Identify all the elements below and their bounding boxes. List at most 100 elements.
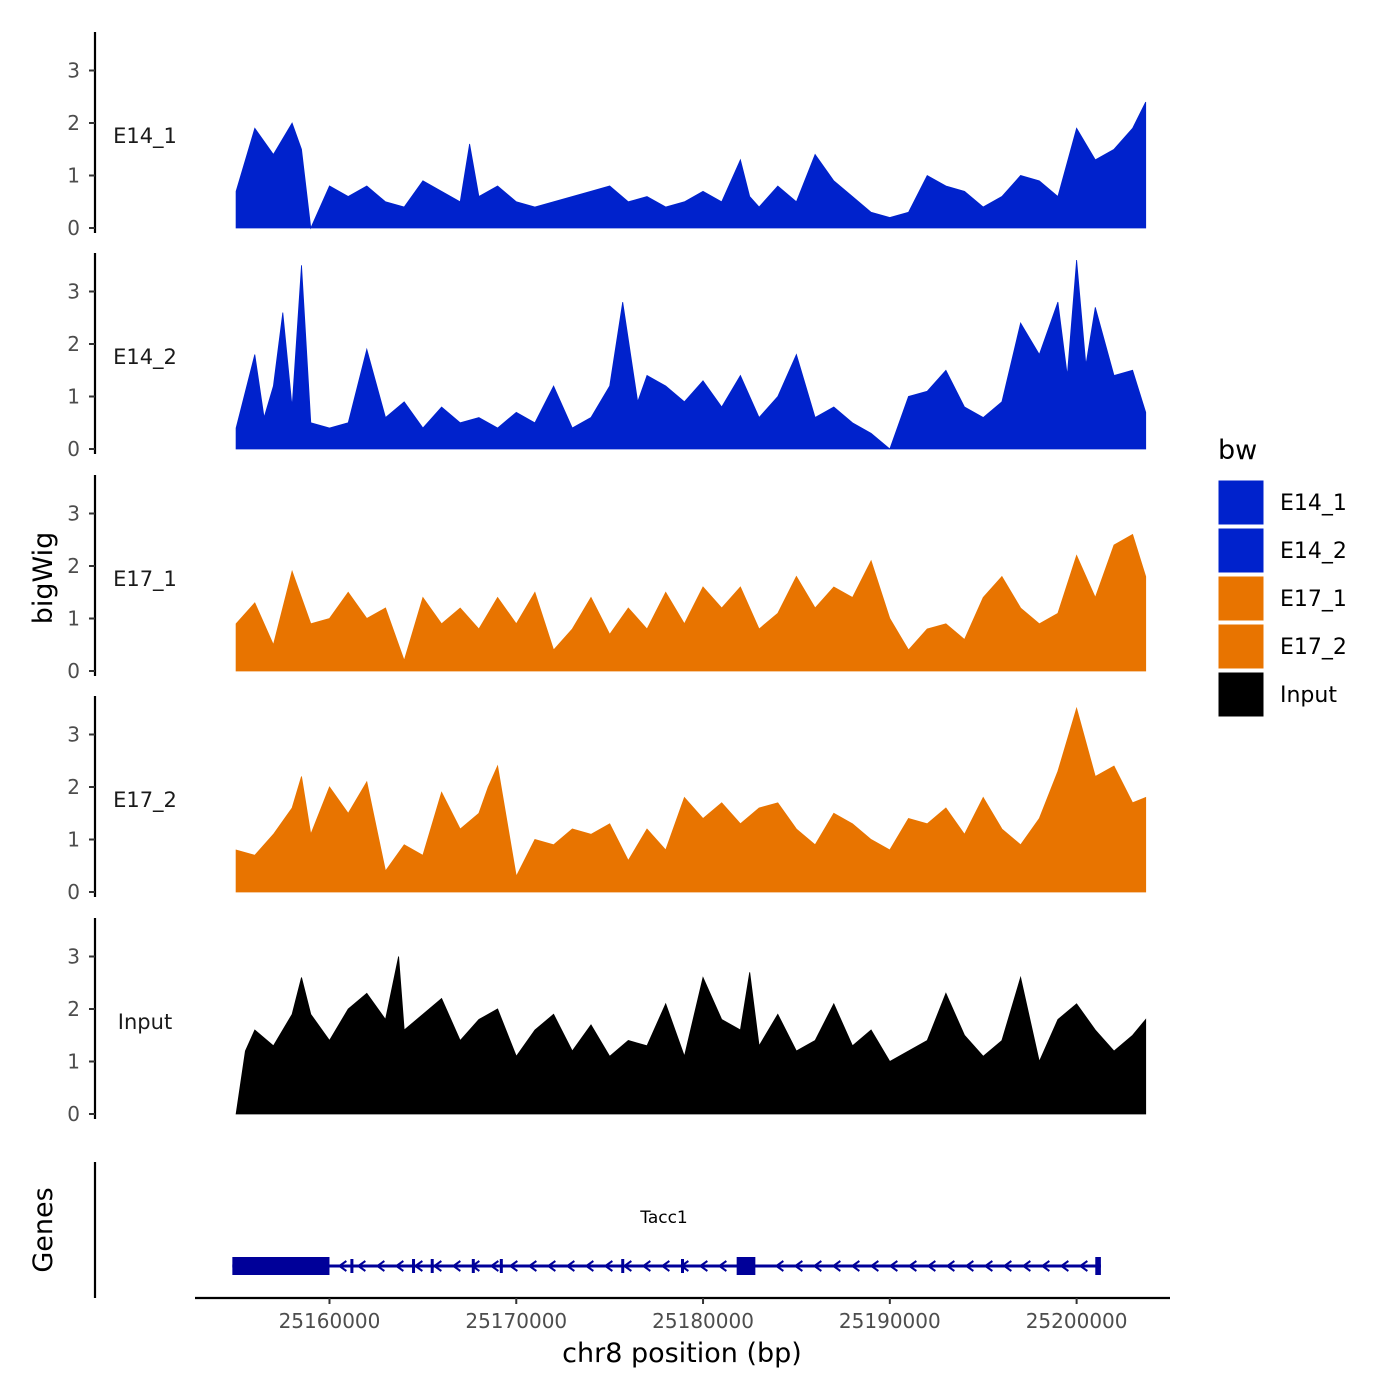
strand-chevron — [1002, 1260, 1012, 1272]
x-axis-title: chr8 position (bp) — [562, 1338, 802, 1369]
x-tick-label: 25190000 — [839, 1309, 941, 1333]
legend-swatch-E14_2 — [1217, 527, 1265, 574]
strand-chevron — [584, 1260, 594, 1272]
legend-swatch-E17_1 — [1217, 575, 1265, 622]
gene-exon-small — [350, 1259, 354, 1273]
y-tick-label: 3 — [67, 723, 80, 747]
y-tick-label: 1 — [67, 828, 80, 852]
strand-chevron — [603, 1260, 613, 1272]
y-tick-label: 1 — [67, 1050, 80, 1074]
y-tick-label: 2 — [67, 775, 80, 799]
legend-label: E14_2 — [1280, 539, 1347, 564]
strand-chevron — [964, 1260, 974, 1272]
strand-chevron — [1040, 1260, 1050, 1272]
gene-exon — [736, 1257, 756, 1275]
strand-chevron — [337, 1260, 347, 1272]
signal-area-E14_2 — [235, 259, 1147, 450]
strand-chevron — [394, 1260, 404, 1272]
x-tick-label: 25160000 — [279, 1309, 381, 1333]
y-tick-label: 0 — [67, 880, 80, 904]
legend-swatch-E14_1 — [1217, 479, 1265, 526]
track-E17_2: 0 1 2 3 E17_2 — [67, 696, 1147, 904]
legend-label: E14_1 — [1280, 491, 1347, 516]
strand-chevron — [983, 1260, 993, 1272]
gene-exon — [232, 1257, 330, 1275]
strand-chevron — [489, 1260, 499, 1272]
strand-chevron — [432, 1260, 442, 1272]
strand-chevron — [508, 1260, 518, 1272]
strand-chevron — [831, 1260, 841, 1272]
gene-exon — [1095, 1257, 1101, 1275]
track-E14_2: 0 1 2 3 E14_2 — [67, 253, 1147, 461]
x-axis: 25160000 25170000 25180000 25190000 25200000 — [195, 1296, 1170, 1333]
legend-swatch-Input — [1217, 671, 1265, 718]
strand-chevron — [717, 1260, 727, 1272]
y-tick-label: 0 — [67, 1102, 80, 1126]
track-Input: 0 1 2 3 Input — [67, 918, 1147, 1126]
strand-chevron — [850, 1260, 860, 1272]
strand-chevron — [451, 1260, 461, 1272]
y-tick-label: 2 — [67, 332, 80, 356]
strand-chevron — [413, 1260, 423, 1272]
strand-chevron — [641, 1260, 651, 1272]
gene-exon-small — [412, 1259, 416, 1273]
x-tick-label: 25170000 — [465, 1309, 567, 1333]
y-tick-label: 1 — [67, 607, 80, 631]
strand-chevron — [527, 1260, 537, 1272]
strand-chevron — [945, 1260, 955, 1272]
y-tick-label: 0 — [67, 437, 80, 461]
y-tick-label: 2 — [67, 554, 80, 578]
genes-panel-title: Genes — [28, 1187, 59, 1272]
track-label: Input — [118, 1010, 172, 1034]
gene-label: Tacc1 — [639, 1208, 688, 1228]
legend-label: Input — [1280, 683, 1337, 708]
track-label: E17_1 — [113, 567, 177, 592]
y-tick-label: 3 — [67, 502, 80, 526]
strand-chevron — [888, 1260, 898, 1272]
gene-exon-small — [499, 1259, 503, 1273]
strand-chevron — [1021, 1260, 1031, 1272]
strand-chevron — [356, 1260, 366, 1272]
signal-area-E14_1 — [235, 101, 1147, 230]
legend-swatch-E17_2 — [1217, 623, 1265, 670]
track-E14_1: 0 1 2 3 E14_1 — [67, 32, 1147, 240]
y-tick-label: 2 — [67, 111, 80, 135]
strand-chevron — [470, 1260, 480, 1272]
track-E17_1: 0 1 2 3 E17_1 — [67, 475, 1147, 683]
gene-model — [232, 1257, 1101, 1275]
strand-chevron — [679, 1260, 689, 1272]
x-tick-label: 25200000 — [1026, 1309, 1128, 1333]
strand-chevron — [698, 1260, 708, 1272]
y-tick-label: 3 — [67, 945, 80, 969]
genes-panel: Tacc1 — [93, 1162, 1101, 1298]
strand-chevron — [660, 1260, 670, 1272]
strand-chevron — [774, 1260, 784, 1272]
strand-chevron — [926, 1260, 936, 1272]
y-tick-label: 3 — [67, 59, 80, 83]
y-axis-title: bigWig — [28, 532, 59, 625]
signal-area-E17_1 — [235, 533, 1147, 672]
strand-chevron — [546, 1260, 556, 1272]
y-tick-label: 1 — [67, 164, 80, 188]
signal-area-E17_2 — [235, 706, 1147, 893]
y-tick-label: 3 — [67, 280, 80, 304]
y-tick-label: 2 — [67, 997, 80, 1021]
y-tick-label: 1 — [67, 385, 80, 409]
strand-chevron — [812, 1260, 822, 1272]
legend-label: E17_2 — [1280, 635, 1347, 660]
x-tick-label: 25180000 — [652, 1309, 754, 1333]
gene-exon-small — [430, 1259, 434, 1273]
strand-chevron — [375, 1260, 385, 1272]
y-tick-label: 0 — [67, 659, 80, 683]
signal-area-Input — [235, 956, 1147, 1115]
legend: bw E14_1 E14_2 E17_1 E17_2 Input — [1217, 435, 1347, 718]
strand-chevron — [622, 1260, 632, 1272]
strand-chevron — [793, 1260, 803, 1272]
strand-chevron — [869, 1260, 879, 1272]
y-tick-label: 0 — [67, 216, 80, 240]
strand-chevron — [1078, 1260, 1088, 1272]
signal-tracks: 0 1 2 3 E14_1 0 1 2 3 E14_2 0 1 2 3 E17_1 0 1 2 3 E17_2 0 1 2 3… — [67, 32, 1147, 1126]
legend-title: bw — [1218, 435, 1257, 466]
legend-label: E17_1 — [1280, 587, 1347, 612]
